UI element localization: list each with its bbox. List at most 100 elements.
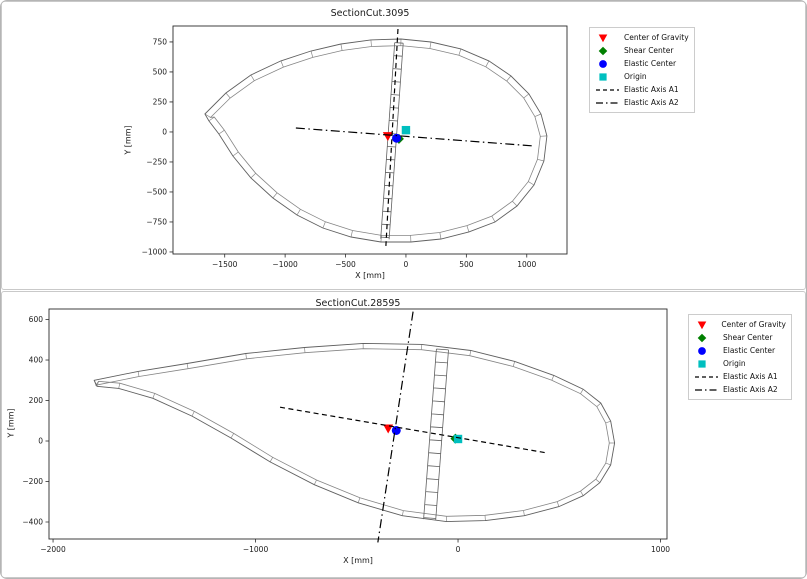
x-tick-label: 0 — [456, 545, 461, 554]
y-tick-label: 0 — [162, 128, 167, 137]
figure-title-top: SectionCut.3095 — [330, 8, 410, 19]
y-tick-label: 0 — [38, 437, 43, 446]
origin-marker — [401, 125, 411, 135]
origin-marker — [453, 434, 463, 444]
dashed-legend-swatch-icon — [695, 375, 718, 378]
x-axis-label-bottom: X [mm] — [343, 556, 373, 565]
axis-ticks: −2000 −1000 0 1000 600 400 200 0 −200 −400 — [22, 315, 670, 554]
section-inner-outline — [209, 45, 541, 236]
legend-item-label: Elastic Center — [723, 346, 776, 355]
x-tick-label: −1500 — [212, 260, 238, 269]
x-tick-label: 500 — [459, 260, 474, 269]
elastic-center-marker — [392, 133, 402, 143]
legend-bottom: Center of Gravity Shear Center Elastic Cen… — [688, 314, 792, 400]
legend-item-label: Origin — [624, 72, 647, 81]
legend-top: Center of Gravity Shear Center Elastic Cen… — [589, 27, 695, 113]
circle-legend-swatch-icon — [698, 346, 706, 355]
y-tick-label: −250 — [146, 158, 167, 167]
legend-item: Elastic Axis A2 — [694, 383, 786, 396]
legend-item-label: Center of Gravity — [721, 320, 786, 329]
triangle-down-legend-swatch-icon — [598, 34, 608, 42]
section-outer-outline — [204, 38, 548, 243]
x-tick-label: 0 — [404, 260, 409, 269]
legend-item: Center of Gravity — [694, 318, 786, 331]
y-tick-label: −200 — [22, 477, 43, 486]
y-tick-label: 750 — [153, 38, 168, 47]
shear-web — [423, 348, 449, 521]
legend-item-label: Shear Center — [624, 46, 674, 55]
x-tick-label: 1000 — [517, 260, 536, 269]
legend-item: Shear Center — [595, 44, 689, 57]
plot-canvas-top: −1500 −1000 −500 0 500 1000 750 500 250 0 −250 −500… — [142, 25, 568, 269]
legend-marker-glyph — [698, 359, 706, 368]
dashed-legend-swatch-icon — [596, 88, 619, 91]
legend-item: Shear Center — [694, 331, 786, 344]
circle-legend-swatch-icon — [599, 59, 607, 68]
legend-marker-glyph — [599, 59, 607, 68]
elastic-axis-a1-line — [385, 28, 399, 246]
section-markers — [383, 424, 463, 444]
x-tick-label: −500 — [335, 260, 356, 269]
legend-marker-glyph — [599, 72, 607, 81]
x-tick-label: −2000 — [40, 545, 66, 554]
y-tick-label: 400 — [29, 356, 44, 365]
section-shell — [204, 38, 548, 243]
y-axis-label-top: Y [mm] — [123, 125, 133, 155]
x-tick-label: −1000 — [272, 260, 298, 269]
legend-item-label: Elastic Center — [624, 59, 677, 68]
legend-item-label: Center of Gravity — [624, 33, 689, 42]
legend-marker-glyph — [697, 321, 707, 329]
shell-ribs — [204, 38, 547, 243]
legend-item-label: Shear Center — [723, 333, 773, 342]
elastic-axis-a2-line — [295, 127, 535, 147]
legend-marker-glyph — [598, 46, 608, 55]
figure-title-bottom: SectionCut.28595 — [315, 298, 401, 309]
axes-box — [172, 25, 568, 255]
legend-item-label: Elastic Axis A2 — [624, 98, 679, 107]
axes-box — [48, 308, 668, 540]
x-tick-label: −1000 — [243, 545, 269, 554]
x-axis-label-top: X [mm] — [355, 271, 385, 280]
legend-marker-glyph — [598, 34, 608, 42]
elastic-axis-a1-line — [279, 406, 548, 454]
legend-item-label: Elastic Axis A2 — [723, 385, 778, 394]
legend-item: Origin — [595, 70, 689, 83]
web-lines — [423, 348, 449, 521]
section-inner-outline — [95, 348, 610, 517]
y-tick-label: −500 — [146, 188, 167, 197]
y-tick-label: −400 — [22, 518, 43, 527]
legend-item-label: Origin — [723, 359, 746, 368]
elastic-axis-a2-line — [377, 311, 414, 543]
legend-item: Elastic Axis A2 — [595, 96, 689, 109]
diamond-legend-swatch-icon — [697, 333, 707, 342]
diamond-legend-swatch-icon — [598, 46, 608, 55]
plot-canvas-bottom: −2000 −1000 0 1000 600 400 200 0 −200 −400 — [22, 308, 670, 554]
triangle-down-legend-swatch-icon — [697, 321, 707, 329]
legend-item: Elastic Center — [595, 57, 689, 70]
y-tick-label: −1000 — [142, 248, 168, 257]
y-tick-label: 200 — [29, 396, 44, 405]
legend-item: Elastic Axis A1 — [595, 83, 689, 96]
axis-ticks: −1500 −1000 −500 0 500 1000 750 500 250 0 −250 −500… — [142, 38, 537, 269]
legend-item: Center of Gravity — [595, 31, 689, 44]
section-shell — [93, 342, 616, 523]
y-axis-label-bottom: Y [mm] — [6, 408, 16, 438]
y-tick-label: 500 — [153, 68, 168, 77]
x-tick-label: 1000 — [651, 545, 670, 554]
section-outer-outline — [93, 342, 616, 523]
legend-item-label: Elastic Axis A1 — [624, 85, 679, 94]
shell-ribs — [93, 343, 615, 522]
y-tick-label: 600 — [29, 315, 44, 324]
legend-item: Elastic Center — [694, 344, 786, 357]
square-legend-swatch-icon — [599, 72, 607, 81]
dashdot-legend-swatch-icon — [695, 388, 718, 391]
legend-item: Origin — [694, 357, 786, 370]
figure-panel-bottom: −2000 −1000 0 1000 600 400 200 0 −200 −400 Sectio… — [1, 291, 806, 578]
y-tick-label: −750 — [146, 218, 167, 227]
square-legend-swatch-icon — [698, 359, 706, 368]
legend-item-label: Elastic Axis A1 — [723, 372, 778, 381]
y-tick-label: 250 — [153, 98, 168, 107]
legend-item: Elastic Axis A1 — [694, 370, 786, 383]
dashdot-legend-swatch-icon — [596, 101, 619, 104]
